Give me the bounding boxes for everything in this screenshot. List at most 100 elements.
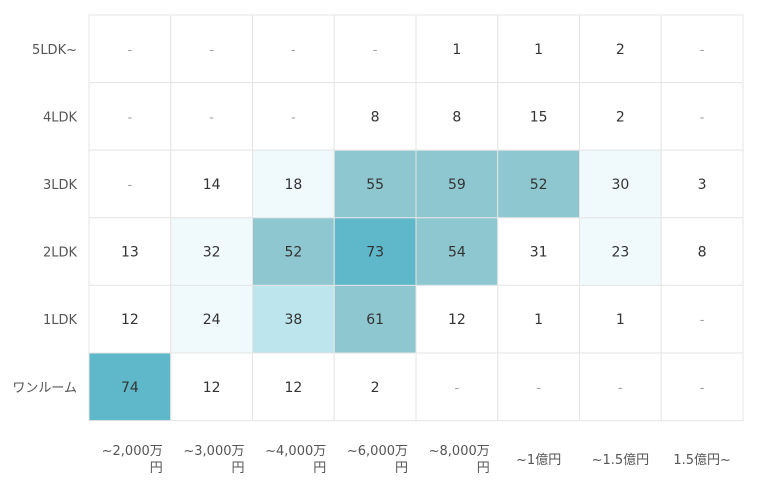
heatmap-cell xyxy=(333,149,417,219)
cell-value-label: 52 xyxy=(530,177,548,193)
heatmap-cell xyxy=(660,284,744,354)
cell-value-label: 38 xyxy=(284,312,302,328)
cell-value-label: 1 xyxy=(452,42,461,58)
heatmap-cell xyxy=(333,217,417,286)
heatmap-cell xyxy=(660,82,744,151)
heatmap-cell xyxy=(170,14,253,84)
cell-value-label: - xyxy=(700,313,705,328)
heatmap-cell xyxy=(252,149,335,219)
cell-value-label: 54 xyxy=(448,245,466,261)
cell-value-label: 23 xyxy=(611,245,629,261)
cell-value-label: 8 xyxy=(452,109,461,125)
column-label: ~3,000万 xyxy=(183,444,244,459)
heatmap-cell xyxy=(170,82,253,151)
cell-value-label: 30 xyxy=(611,177,629,193)
cell-value-label: 2 xyxy=(616,109,625,125)
heatmap-cell xyxy=(579,217,662,286)
cell-value-label: - xyxy=(618,381,623,396)
column-label: ~4,000万 xyxy=(265,444,326,459)
heatmap-cell xyxy=(252,284,335,354)
heatmap-cell xyxy=(497,149,580,219)
column-label: ~1.5億円 xyxy=(592,452,650,468)
heatmap-cell xyxy=(88,217,172,286)
heatmap-cell xyxy=(170,352,253,422)
column-label: ~8,000万 xyxy=(429,444,490,459)
column-label: 円 xyxy=(477,461,490,476)
heatmap-cell xyxy=(579,149,662,219)
cell-value-label: - xyxy=(700,43,705,58)
column-label: ~1億円 xyxy=(516,452,561,468)
heatmap-cell xyxy=(579,352,662,422)
row-label: 4LDK xyxy=(43,110,78,125)
row-label: ワンルーム xyxy=(12,381,77,396)
cell-value-label: - xyxy=(128,178,133,193)
heatmap-cell xyxy=(660,14,744,84)
cell-value-label: - xyxy=(209,110,214,125)
cell-value-label: 32 xyxy=(203,245,221,261)
cell-value-label: 2 xyxy=(616,42,625,58)
cell-value-label: - xyxy=(128,110,133,125)
cell-value-label: 1 xyxy=(616,312,625,328)
cell-value-label: 24 xyxy=(203,312,221,328)
heatmap-cell xyxy=(415,284,499,354)
row-label: 5LDK~ xyxy=(32,43,77,58)
heatmap-cell xyxy=(252,217,335,286)
heatmap-cell xyxy=(170,149,253,219)
heatmap-cell xyxy=(252,352,335,422)
column-label: ~6,000万 xyxy=(347,444,408,459)
heatmap-cell xyxy=(497,14,580,84)
heatmap-cell xyxy=(88,352,172,422)
cell-value-label: 2 xyxy=(371,380,380,396)
cell-value-label: 1 xyxy=(534,312,543,328)
row-label: 2LDK xyxy=(43,246,78,261)
cell-value-label: 73 xyxy=(366,245,384,261)
cell-value-label: - xyxy=(373,43,378,58)
cell-value-label: 14 xyxy=(203,177,221,193)
row-label: 3LDK xyxy=(43,178,78,193)
cell-value-label: 55 xyxy=(366,177,384,193)
heatmap-cell xyxy=(333,284,417,354)
column-label: 円 xyxy=(150,461,163,476)
heatmap-cell xyxy=(415,14,499,84)
cell-value-label: - xyxy=(536,381,541,396)
cell-value-label: - xyxy=(128,43,133,58)
heatmap-cell xyxy=(415,352,499,422)
cell-value-label: - xyxy=(291,43,296,58)
heatmap-cell xyxy=(333,82,417,151)
cell-value-label: 12 xyxy=(448,312,466,328)
heatmap-cell xyxy=(497,352,580,422)
heatmap-cell xyxy=(579,284,662,354)
cell-value-label: 18 xyxy=(284,177,302,193)
heatmap-cell xyxy=(252,14,335,84)
cell-value-label: 8 xyxy=(371,109,380,125)
cell-value-label: - xyxy=(700,110,705,125)
heatmap-cell xyxy=(415,217,499,286)
cell-value-label: 13 xyxy=(121,245,139,261)
cell-value-label: - xyxy=(209,43,214,58)
heatmap-cell xyxy=(415,82,499,151)
column-label: 円 xyxy=(231,461,244,476)
heatmap-cell xyxy=(88,149,172,219)
column-label: ~2,000万 xyxy=(102,444,163,459)
heatmap-cell xyxy=(333,14,417,84)
cell-value-label: 31 xyxy=(530,245,548,261)
heatmap-cell xyxy=(660,352,744,422)
cell-value-label: 59 xyxy=(448,177,466,193)
cell-value-label: 74 xyxy=(121,380,139,396)
cell-value-label: 8 xyxy=(698,245,707,261)
column-label: 円 xyxy=(395,461,408,476)
cell-value-label: 3 xyxy=(698,177,707,193)
heatmap-cell xyxy=(660,149,744,219)
cell-value-label: 61 xyxy=(366,312,384,328)
cell-value-label: 52 xyxy=(284,245,302,261)
row-label: 1LDK xyxy=(43,313,78,328)
heatmap-cell xyxy=(497,82,580,151)
cell-value-label: 1 xyxy=(534,42,543,58)
cell-value-label: - xyxy=(455,381,460,396)
column-label: 円 xyxy=(313,461,326,476)
cell-value-label: 15 xyxy=(530,109,548,125)
column-label: 1.5億円~ xyxy=(673,452,731,468)
heatmap-cell xyxy=(497,284,580,354)
heatmap-cell xyxy=(415,149,499,219)
